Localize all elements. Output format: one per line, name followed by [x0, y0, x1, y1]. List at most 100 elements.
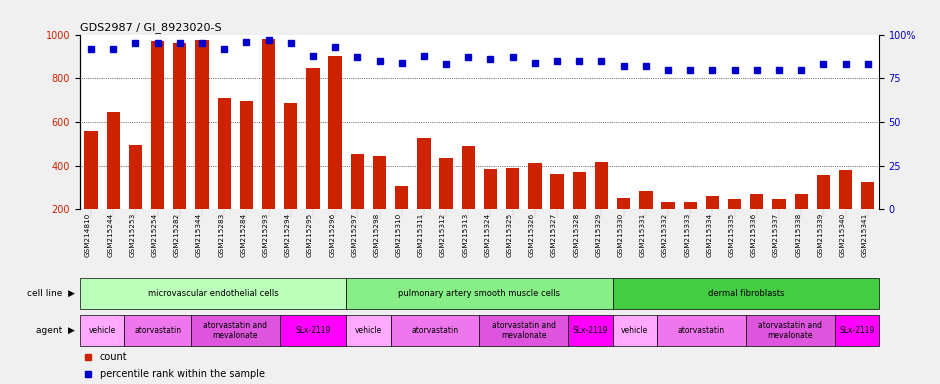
Text: GSM215330: GSM215330 [618, 213, 623, 257]
Bar [80, 315, 124, 346]
Text: GSM215312: GSM215312 [440, 213, 446, 257]
Text: percentile rank within the sample: percentile rank within the sample [100, 369, 265, 379]
Bar [106, 112, 120, 209]
Bar [306, 68, 320, 209]
Bar [683, 202, 697, 209]
Bar [773, 199, 786, 209]
Text: agent  ▶: agent ▶ [37, 326, 75, 335]
Bar [794, 194, 807, 209]
Bar [839, 170, 853, 209]
Text: GSM215298: GSM215298 [373, 213, 380, 257]
Text: GSM215282: GSM215282 [174, 213, 180, 257]
Bar [506, 168, 520, 209]
Bar [262, 39, 275, 209]
Bar [240, 101, 253, 209]
Text: GSM215333: GSM215333 [684, 213, 690, 257]
Text: GSM215253: GSM215253 [130, 213, 135, 257]
Text: vehicle: vehicle [88, 326, 116, 335]
Bar [346, 315, 391, 346]
Bar [639, 191, 652, 209]
Bar [80, 278, 346, 310]
Text: SLx-2119: SLx-2119 [839, 326, 874, 335]
Text: atorvastatin: atorvastatin [134, 326, 181, 335]
Bar [657, 315, 745, 346]
Text: atorvastatin and
mevalonate: atorvastatin and mevalonate [203, 321, 267, 340]
Bar [479, 315, 568, 346]
Text: GSM215334: GSM215334 [707, 213, 713, 257]
Text: GSM215324: GSM215324 [484, 213, 491, 257]
Text: GSM215284: GSM215284 [241, 213, 246, 257]
Text: GSM215310: GSM215310 [396, 213, 401, 257]
Text: atorvastatin: atorvastatin [412, 326, 459, 335]
Text: atorvastatin and
mevalonate: atorvastatin and mevalonate [759, 321, 822, 340]
Bar [817, 175, 830, 209]
Bar [706, 196, 719, 209]
Bar [417, 138, 431, 209]
Text: GSM215340: GSM215340 [839, 213, 846, 257]
Bar [462, 146, 475, 209]
Bar [191, 315, 280, 346]
Bar [280, 315, 346, 346]
Bar [568, 315, 613, 346]
Text: GSM215329: GSM215329 [595, 213, 602, 257]
Bar [617, 198, 631, 209]
Text: atorvastatin and
mevalonate: atorvastatin and mevalonate [492, 321, 556, 340]
Text: GSM215328: GSM215328 [573, 213, 579, 257]
Bar [613, 278, 879, 310]
Bar [613, 315, 657, 346]
Text: pulmonary artery smooth muscle cells: pulmonary artery smooth muscle cells [399, 289, 560, 298]
Bar [662, 202, 675, 209]
Text: vehicle: vehicle [621, 326, 649, 335]
Text: GSM215296: GSM215296 [329, 213, 336, 257]
Text: SLx-2119: SLx-2119 [295, 326, 331, 335]
Text: GSM215332: GSM215332 [662, 213, 668, 257]
Text: GDS2987 / GI_8923020-S: GDS2987 / GI_8923020-S [80, 22, 222, 33]
Text: GSM215313: GSM215313 [462, 213, 468, 257]
Bar [173, 43, 186, 209]
Bar [484, 169, 497, 209]
Bar [572, 172, 586, 209]
Text: GSM215325: GSM215325 [507, 213, 512, 257]
Text: GSM215337: GSM215337 [773, 213, 779, 257]
Text: GSM215326: GSM215326 [529, 213, 535, 257]
Bar [129, 145, 142, 209]
Bar [217, 98, 231, 209]
Bar [346, 278, 613, 310]
Text: GSM215327: GSM215327 [551, 213, 557, 257]
Text: GSM215331: GSM215331 [640, 213, 646, 257]
Text: count: count [100, 352, 128, 362]
Text: GSM215311: GSM215311 [418, 213, 424, 257]
Text: GSM215283: GSM215283 [218, 213, 224, 257]
Text: GSM215294: GSM215294 [285, 213, 290, 257]
Text: dermal fibroblasts: dermal fibroblasts [708, 289, 784, 298]
Text: SLx-2119: SLx-2119 [572, 326, 608, 335]
Text: cell line  ▶: cell line ▶ [27, 289, 75, 298]
Text: GSM215341: GSM215341 [862, 213, 868, 257]
Text: GSM215344: GSM215344 [196, 213, 202, 257]
Text: GSM215335: GSM215335 [728, 213, 735, 257]
Text: GSM214810: GSM214810 [85, 213, 91, 257]
Bar [151, 41, 164, 209]
Bar [440, 158, 453, 209]
Text: microvascular endothelial cells: microvascular endothelial cells [148, 289, 278, 298]
Bar [124, 315, 191, 346]
Text: vehicle: vehicle [354, 326, 382, 335]
Bar [861, 182, 874, 209]
Text: GSM215338: GSM215338 [795, 213, 801, 257]
Bar [835, 315, 879, 346]
Bar [328, 56, 342, 209]
Bar [595, 162, 608, 209]
Text: GSM215336: GSM215336 [751, 213, 757, 257]
Text: GSM215254: GSM215254 [151, 213, 158, 257]
Bar [85, 131, 98, 209]
Text: GSM215293: GSM215293 [262, 213, 269, 257]
Bar [395, 186, 408, 209]
Bar [351, 154, 364, 209]
Bar [528, 164, 541, 209]
Bar [196, 40, 209, 209]
Text: GSM215339: GSM215339 [818, 213, 823, 257]
Text: GSM215295: GSM215295 [307, 213, 313, 257]
Text: atorvastatin: atorvastatin [678, 326, 725, 335]
Bar [551, 174, 564, 209]
Bar [373, 156, 386, 209]
